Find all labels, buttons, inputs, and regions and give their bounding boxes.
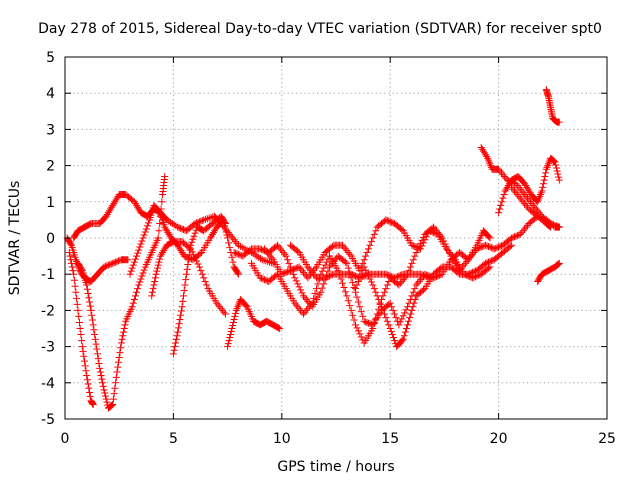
y-tick-label: 4 — [46, 86, 55, 102]
y-tick-label: 1 — [46, 195, 55, 211]
y-axis-label: SDTVAR / TECUs — [7, 181, 23, 296]
data-series-arc-b — [65, 248, 97, 409]
data-series-arc-g — [169, 212, 229, 358]
y-tick-label: -5 — [41, 412, 55, 428]
data-markers — [495, 154, 563, 217]
data-markers — [148, 238, 229, 318]
data-markers — [352, 241, 516, 351]
data-markers — [65, 248, 97, 409]
data-series-arc-m — [352, 241, 516, 351]
x-tick-label: 5 — [169, 431, 178, 447]
y-tick-label: -2 — [41, 303, 55, 319]
x-axis-label: GPS time / hours — [277, 459, 394, 475]
y-tick-label: 2 — [46, 159, 55, 175]
data-series-arc-r — [542, 86, 563, 126]
data-markers — [224, 296, 284, 351]
x-tick-label: 10 — [273, 431, 291, 447]
data-markers — [508, 183, 555, 231]
data-markers — [542, 86, 563, 126]
data-markers — [74, 172, 169, 412]
x-tick-label: 0 — [61, 431, 70, 447]
data-markers — [169, 212, 229, 358]
data-series-arc-d — [74, 172, 169, 412]
y-tick-label: -1 — [41, 267, 55, 283]
data-series-arc-o — [495, 154, 563, 217]
data-markers — [534, 259, 563, 285]
data-series-arc-p — [508, 183, 555, 231]
data-series-arc-h — [224, 296, 284, 351]
data-layer — [63, 86, 563, 412]
x-tick-label: 15 — [381, 431, 399, 447]
y-tick-label: -3 — [41, 340, 55, 356]
axis-layer: 0 5 10 15 20 25 -5 -4 -3 -2 -1 0 1 2 3 4 5 — [41, 50, 616, 447]
data-series-arc-q — [534, 259, 563, 285]
y-tick-label: 3 — [46, 122, 55, 138]
x-tick-label: 20 — [490, 431, 508, 447]
x-tick-label: 25 — [598, 431, 616, 447]
y-tick-label: 5 — [46, 50, 55, 66]
chart-title: Day 278 of 2015, Sidereal Day-to-day VTE… — [38, 21, 602, 37]
data-series-arc-f — [148, 238, 229, 318]
y-tick-label: -4 — [41, 376, 55, 392]
y-tick-label: 0 — [46, 231, 55, 247]
